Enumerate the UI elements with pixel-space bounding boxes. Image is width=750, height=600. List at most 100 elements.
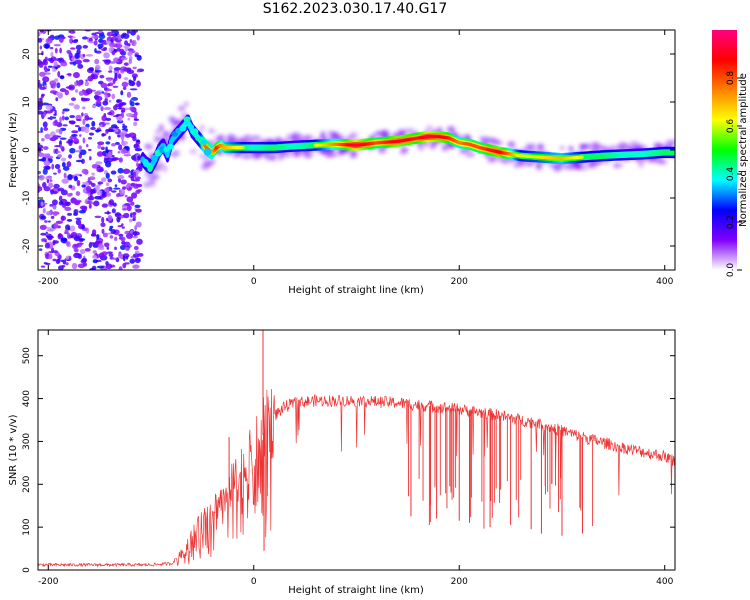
noise-blob <box>132 211 137 216</box>
noise-blob <box>105 172 110 179</box>
noise-blob <box>57 154 63 158</box>
noise-blob <box>116 41 122 45</box>
halo-blob <box>265 156 273 160</box>
noise-blob <box>87 195 95 201</box>
noise-blob <box>110 228 117 235</box>
noise-blob <box>130 212 133 218</box>
noise-blob <box>120 148 128 154</box>
noise-blob <box>48 253 53 260</box>
noise-blob <box>120 179 127 185</box>
noise-blob <box>57 135 61 138</box>
noise-blob <box>114 246 117 251</box>
noise-blob <box>71 134 78 137</box>
noise-blob <box>88 41 95 44</box>
noise-blob <box>129 99 133 106</box>
noise-blob <box>126 30 131 34</box>
snr-series-line <box>38 388 675 568</box>
noise-blob <box>123 212 130 219</box>
noise-blob <box>79 174 83 177</box>
noise-blob <box>117 115 123 120</box>
noise-blob <box>70 235 74 239</box>
halo-blob <box>144 144 154 150</box>
noise-blob <box>118 217 122 220</box>
noise-blob <box>122 123 125 126</box>
noise-blob <box>47 158 51 161</box>
noise-blob <box>81 181 90 185</box>
noise-blob <box>135 258 141 261</box>
x-tick-label: 400 <box>656 277 673 287</box>
noise-blob <box>56 82 61 89</box>
noise-blob <box>38 174 45 181</box>
noise-blob <box>66 219 73 222</box>
noise-blob <box>126 204 132 212</box>
noise-blob <box>133 121 138 127</box>
halo-blob <box>350 132 358 138</box>
noise-blob <box>75 217 82 220</box>
halo-blob <box>177 106 186 111</box>
x-tick-label: 400 <box>656 577 673 587</box>
halo-blob <box>325 152 334 158</box>
noise-blob <box>88 132 95 136</box>
noise-blob <box>67 226 71 231</box>
noise-blob <box>88 67 94 72</box>
noise-blob <box>105 182 110 187</box>
noise-blob <box>129 106 134 111</box>
noise-blob <box>54 145 61 148</box>
noise-blob <box>75 191 81 196</box>
noise-blob <box>53 172 57 175</box>
noise-blob <box>96 233 100 240</box>
noise-blob <box>73 235 81 242</box>
noise-blob <box>105 263 113 270</box>
noise-blob <box>120 33 125 39</box>
noise-blob <box>65 241 71 246</box>
noise-blob <box>110 143 116 147</box>
noise-blob <box>100 82 108 89</box>
noise-blob <box>94 48 97 53</box>
halo-blob <box>184 102 189 106</box>
noise-blob <box>74 150 82 153</box>
halo-blob <box>200 164 210 171</box>
noise-blob <box>38 38 43 43</box>
noise-blob <box>121 81 129 88</box>
noise-blob <box>97 141 105 146</box>
noise-blob <box>71 39 79 44</box>
noise-blob <box>40 265 46 268</box>
noise-blob <box>86 190 91 194</box>
noise-blob <box>103 107 112 111</box>
noise-blob <box>115 257 120 263</box>
noise-blob <box>38 170 42 175</box>
noise-blob <box>137 252 144 257</box>
noise-blob <box>128 218 133 223</box>
noise-blob <box>68 30 72 33</box>
noise-blob <box>131 192 138 199</box>
noise-blob <box>81 112 84 117</box>
noise-blob <box>94 241 102 244</box>
noise-blob <box>61 115 65 121</box>
noise-blob <box>122 208 128 211</box>
halo-blob <box>665 140 673 144</box>
noise-blob <box>62 124 68 127</box>
noise-blob <box>52 190 58 195</box>
noise-blob <box>69 115 76 119</box>
noise-blob <box>132 30 138 33</box>
noise-blob <box>95 161 103 165</box>
noise-blob <box>44 44 50 49</box>
noise-blob <box>106 129 114 132</box>
noise-blob <box>90 126 96 131</box>
noise-blob <box>43 160 51 166</box>
noise-blob <box>42 76 50 83</box>
halo-blob <box>243 134 251 139</box>
noise-blob <box>109 225 114 229</box>
noise-blob <box>133 118 140 121</box>
noise-blob <box>49 136 57 142</box>
noise-blob <box>132 66 137 70</box>
noise-blob <box>84 115 90 121</box>
noise-blob <box>38 79 41 84</box>
noise-blob <box>41 238 47 242</box>
halo-blob <box>430 142 436 150</box>
halo-blob <box>148 179 156 187</box>
noise-blob <box>108 99 112 103</box>
noise-blob <box>91 163 99 169</box>
noise-blob <box>114 75 118 82</box>
noise-blob <box>71 262 78 270</box>
